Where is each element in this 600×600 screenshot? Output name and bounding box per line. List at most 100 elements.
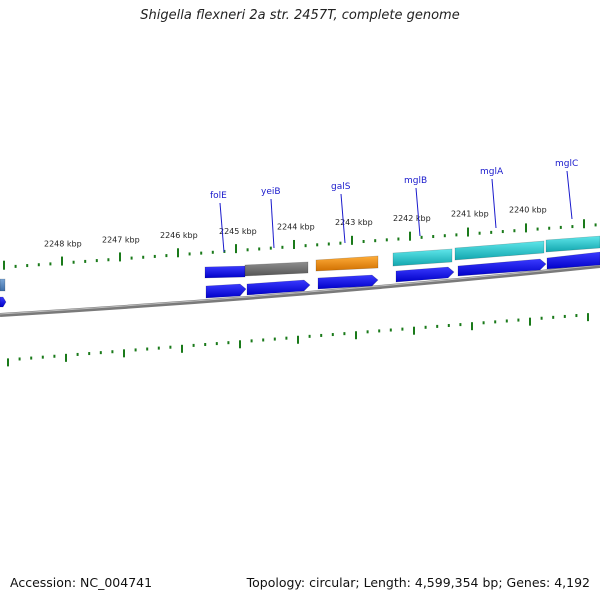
mglB-arrow	[395, 266, 455, 283]
gene-label-yeiB[interactable]: yeiB	[261, 187, 281, 197]
major-tick	[65, 353, 67, 362]
minor-tick	[563, 314, 566, 318]
gene-label-mglC[interactable]: mglC	[555, 159, 578, 169]
minor-tick	[84, 259, 87, 263]
minor-tick	[320, 333, 323, 337]
mglC-arrow	[546, 251, 600, 270]
minor-tick	[281, 245, 284, 249]
mglA-arrow	[457, 258, 547, 277]
kbp-label: 2241 kbp	[451, 210, 489, 219]
minor-tick	[246, 248, 249, 252]
minor-tick	[420, 235, 423, 239]
minor-tick	[76, 352, 79, 356]
gene-labels: folE yeiB galS mglB mglA mglC	[210, 159, 578, 253]
minor-tick	[397, 237, 400, 241]
minor-tick	[95, 259, 98, 263]
minor-tick	[459, 323, 462, 327]
minor-tick	[88, 352, 91, 356]
minor-tick	[285, 336, 288, 340]
major-tick	[297, 335, 299, 344]
minor-tick	[552, 315, 555, 319]
gene-leader-line	[219, 202, 225, 253]
minor-tick	[250, 339, 253, 343]
major-tick	[239, 340, 241, 349]
minor-tick	[30, 356, 33, 360]
major-tick	[525, 223, 527, 233]
minor-tick	[366, 330, 369, 334]
minor-tick	[540, 316, 543, 320]
minor-tick	[548, 226, 551, 230]
minor-tick	[157, 346, 160, 350]
minor-tick	[385, 238, 388, 242]
minor-tick	[571, 225, 574, 229]
major-tick	[61, 256, 63, 266]
mglB-box	[392, 248, 453, 267]
minor-tick	[215, 342, 218, 346]
minor-tick	[107, 258, 110, 262]
minor-tick	[374, 239, 377, 243]
minor-tick	[227, 341, 230, 345]
major-tick	[177, 248, 179, 258]
gene-leader-line	[566, 170, 573, 220]
major-tick	[235, 244, 237, 254]
kbp-label: 2242 kbp	[393, 214, 431, 223]
minor-tick	[142, 255, 145, 259]
minor-tick	[536, 227, 539, 231]
gene-label-mglB[interactable]: mglB	[404, 176, 427, 186]
major-tick	[3, 260, 5, 270]
kbp-label: 2245 kbp	[219, 227, 257, 236]
minor-tick	[447, 323, 450, 327]
major-tick	[119, 252, 121, 262]
gene-leader-line	[270, 198, 275, 249]
minor-tick	[478, 231, 481, 235]
accession-text: Accession: NC_004741	[10, 575, 153, 590]
minor-tick	[505, 319, 508, 323]
yeiB-arrow	[246, 279, 311, 296]
major-tick	[583, 219, 585, 229]
minor-tick	[327, 242, 330, 246]
major-tick	[351, 235, 353, 245]
minor-tick	[269, 246, 272, 250]
kbp-label: 2240 kbp	[509, 205, 547, 214]
folE-box	[204, 265, 246, 279]
map-title: Shigella flexneri 2a str. 2457T, complet…	[140, 8, 460, 23]
gene-leader-line	[340, 193, 346, 244]
kbp-label: 2243 kbp	[335, 218, 373, 227]
major-tick	[467, 227, 469, 237]
minor-tick	[111, 350, 114, 354]
folE-arrow	[205, 283, 247, 299]
major-tick	[413, 326, 415, 335]
minor-tick	[72, 260, 75, 264]
minor-tick	[490, 230, 493, 234]
minor-tick	[146, 347, 149, 351]
minor-tick	[169, 345, 172, 349]
minor-tick	[316, 243, 319, 247]
minor-tick	[517, 318, 520, 322]
mglA-box	[454, 240, 545, 261]
minor-tick	[188, 252, 191, 256]
minor-tick	[304, 244, 307, 248]
minor-tick	[378, 329, 381, 333]
major-tick	[529, 317, 531, 326]
genome-backbone	[0, 264, 600, 317]
inner-tick-ring	[7, 313, 589, 367]
gene-leader-line	[491, 178, 497, 229]
minor-tick	[436, 324, 439, 328]
major-tick	[123, 349, 125, 358]
gene-label-folE[interactable]: folE	[210, 191, 227, 201]
gene-label-mglA[interactable]: mglA	[480, 167, 504, 177]
kbp-label: 2246 kbp	[160, 231, 198, 240]
minor-tick	[18, 357, 21, 361]
gene-features	[0, 235, 600, 308]
minor-tick	[192, 343, 195, 347]
major-tick	[471, 322, 473, 331]
minor-tick	[331, 333, 334, 337]
minor-tick	[134, 348, 137, 352]
major-tick	[587, 313, 589, 322]
minor-tick	[49, 262, 52, 266]
minor-tick	[424, 325, 427, 329]
minor-tick	[389, 328, 392, 332]
gene-label-galS[interactable]: galS	[331, 182, 351, 192]
minor-tick	[401, 327, 404, 331]
